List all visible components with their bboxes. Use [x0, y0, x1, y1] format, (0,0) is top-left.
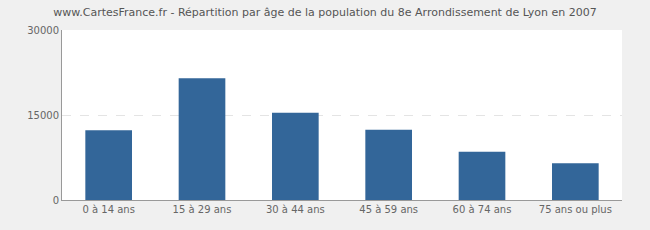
- svg-text:15000: 15000: [27, 110, 59, 121]
- svg-text:15 à 29 ans: 15 à 29 ans: [173, 204, 232, 215]
- svg-text:60 à 74 ans: 60 à 74 ans: [453, 204, 512, 215]
- svg-text:75 ans ou plus: 75 ans ou plus: [539, 204, 612, 215]
- svg-text:www.CartesFrance.fr - Répartit: www.CartesFrance.fr - Répartition par âg…: [53, 6, 596, 19]
- svg-text:0 à 14 ans: 0 à 14 ans: [82, 204, 134, 215]
- svg-text:45 à 59 ans: 45 à 59 ans: [359, 204, 418, 215]
- svg-text:30000: 30000: [27, 25, 59, 36]
- svg-text:0: 0: [53, 195, 59, 206]
- svg-text:30 à 44 ans: 30 à 44 ans: [266, 204, 325, 215]
